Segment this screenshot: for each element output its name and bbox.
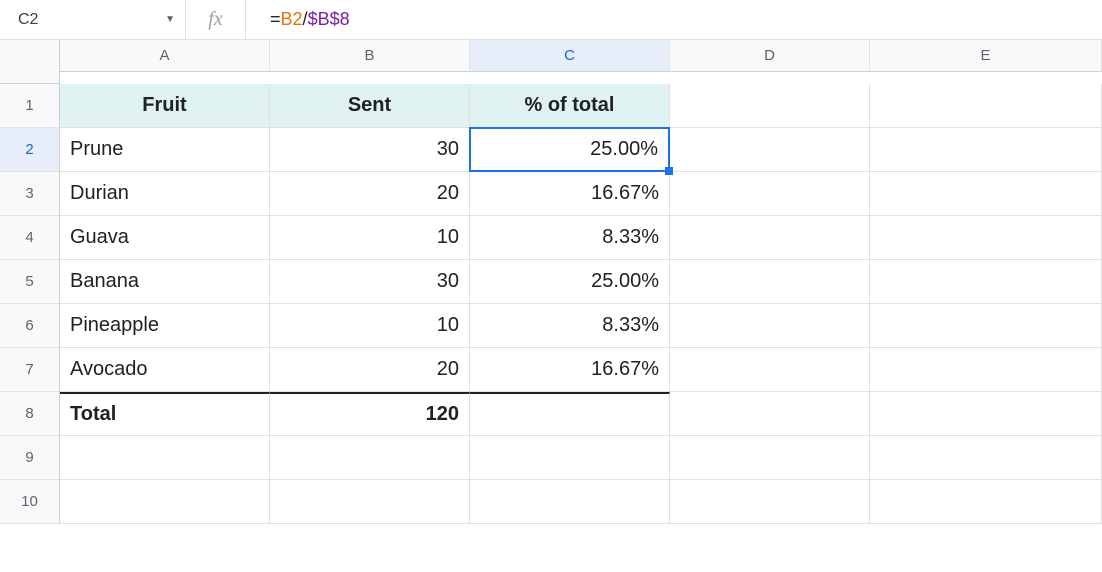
row-header-2[interactable]: 2 <box>0 128 60 172</box>
cell-A7[interactable]: Avocado <box>60 348 270 392</box>
cell-C6[interactable]: 8.33% <box>470 304 670 348</box>
cell-C9[interactable] <box>470 436 670 480</box>
formula-ref1: B2 <box>281 9 303 30</box>
col-header-E[interactable]: E <box>870 40 1102 72</box>
row-header-7[interactable]: 7 <box>0 348 60 392</box>
row-header-6[interactable]: 6 <box>0 304 60 348</box>
cell-C8[interactable] <box>470 392 670 436</box>
cell-B9[interactable] <box>270 436 470 480</box>
cell-B10[interactable] <box>270 480 470 524</box>
cell-E2[interactable] <box>870 128 1102 172</box>
cell-C3[interactable]: 16.67% <box>470 172 670 216</box>
row-header-8[interactable]: 8 <box>0 392 60 436</box>
cell-D8[interactable] <box>670 392 870 436</box>
cell-D7[interactable] <box>670 348 870 392</box>
cell-C1[interactable]: % of total <box>470 84 670 128</box>
cell-D2[interactable] <box>670 128 870 172</box>
selected-cell-content: 25.00% <box>469 127 670 172</box>
cell-A10[interactable] <box>60 480 270 524</box>
fx-icon[interactable]: fx <box>186 0 246 39</box>
cell-D6[interactable] <box>670 304 870 348</box>
cell-C7[interactable]: 16.67% <box>470 348 670 392</box>
cell-E5[interactable] <box>870 260 1102 304</box>
cell-C10[interactable] <box>470 480 670 524</box>
row-header-10[interactable]: 10 <box>0 480 60 524</box>
cell-E9[interactable] <box>870 436 1102 480</box>
row-header-5[interactable]: 5 <box>0 260 60 304</box>
cell-B6[interactable]: 10 <box>270 304 470 348</box>
select-all-corner[interactable] <box>0 40 60 84</box>
cell-B8[interactable]: 120 <box>270 392 470 436</box>
cell-B4[interactable]: 10 <box>270 216 470 260</box>
cell-E3[interactable] <box>870 172 1102 216</box>
cell-A1[interactable]: Fruit <box>60 84 270 128</box>
cell-B1[interactable]: Sent <box>270 84 470 128</box>
cell-B3[interactable]: 20 <box>270 172 470 216</box>
cell-B7[interactable]: 20 <box>270 348 470 392</box>
col-header-C[interactable]: C <box>470 40 670 72</box>
cell-C2[interactable]: 25.00% <box>470 128 670 172</box>
formula-eq: = <box>270 9 281 30</box>
formula-bar-row: C2 ▼ fx =B2/$B$8 <box>0 0 1102 40</box>
formula-input[interactable]: =B2/$B$8 <box>246 0 1102 39</box>
cell-E4[interactable] <box>870 216 1102 260</box>
col-header-D[interactable]: D <box>670 40 870 72</box>
cell-A5[interactable]: Banana <box>60 260 270 304</box>
name-box-dropdown-icon[interactable]: ▼ <box>165 14 175 25</box>
row-header-9[interactable]: 9 <box>0 436 60 480</box>
cell-A3[interactable]: Durian <box>60 172 270 216</box>
name-box-value: C2 <box>18 11 38 29</box>
col-header-B[interactable]: B <box>270 40 470 72</box>
cell-C5[interactable]: 25.00% <box>470 260 670 304</box>
cell-E6[interactable] <box>870 304 1102 348</box>
formula-ref2: $B$8 <box>308 9 350 30</box>
cell-D5[interactable] <box>670 260 870 304</box>
cell-E1[interactable] <box>870 84 1102 128</box>
row-header-3[interactable]: 3 <box>0 172 60 216</box>
cell-A6[interactable]: Pineapple <box>60 304 270 348</box>
row-header-1[interactable]: 1 <box>0 84 60 128</box>
cell-A2[interactable]: Prune <box>60 128 270 172</box>
cell-E7[interactable] <box>870 348 1102 392</box>
fill-handle[interactable] <box>665 167 673 175</box>
cell-C4[interactable]: 8.33% <box>470 216 670 260</box>
name-box[interactable]: C2 ▼ <box>0 0 186 39</box>
cell-A8[interactable]: Total <box>60 392 270 436</box>
cell-A4[interactable]: Guava <box>60 216 270 260</box>
cell-E10[interactable] <box>870 480 1102 524</box>
spreadsheet-view: C2 ▼ fx =B2/$B$8 A B C D E 1 Fruit Sent … <box>0 0 1102 572</box>
col-header-A[interactable]: A <box>60 40 270 72</box>
cell-D1[interactable] <box>670 84 870 128</box>
grid: A B C D E 1 Fruit Sent % of total 2 Prun… <box>0 40 1102 524</box>
cell-D4[interactable] <box>670 216 870 260</box>
cell-A9[interactable] <box>60 436 270 480</box>
cell-B2[interactable]: 30 <box>270 128 470 172</box>
cell-D9[interactable] <box>670 436 870 480</box>
cell-E8[interactable] <box>870 392 1102 436</box>
cell-D3[interactable] <box>670 172 870 216</box>
row-header-4[interactable]: 4 <box>0 216 60 260</box>
cell-D10[interactable] <box>670 480 870 524</box>
cell-B5[interactable]: 30 <box>270 260 470 304</box>
